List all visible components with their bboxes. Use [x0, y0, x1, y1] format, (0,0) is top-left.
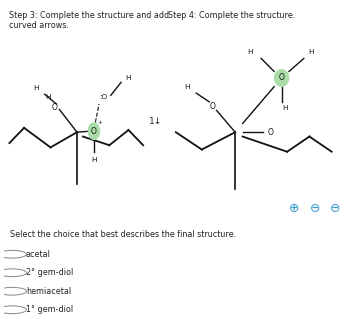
Text: H: H	[91, 157, 97, 163]
Text: acetal: acetal	[26, 250, 51, 259]
Text: Step 4: Complete the structure.: Step 4: Complete the structure.	[168, 11, 296, 20]
Text: H: H	[45, 94, 50, 100]
Text: hemiacetal: hemiacetal	[26, 287, 71, 296]
Text: 1↓: 1↓	[149, 117, 162, 126]
Text: O: O	[267, 128, 273, 137]
Text: ⊖: ⊖	[330, 202, 341, 215]
Text: 2° gem-diol: 2° gem-diol	[26, 268, 73, 277]
Text: Select the choice that best describes the final structure.: Select the choice that best describes th…	[10, 230, 237, 239]
Text: H: H	[126, 75, 131, 81]
Text: O: O	[279, 73, 285, 83]
Text: 1° gem-diol: 1° gem-diol	[26, 305, 73, 314]
Text: Step 3: Complete the structure and add
curved arrows.: Step 3: Complete the structure and add c…	[9, 11, 169, 30]
Text: +: +	[97, 120, 102, 125]
Text: H: H	[247, 49, 253, 55]
Text: O: O	[52, 103, 58, 112]
Text: H: H	[308, 49, 314, 55]
Text: O: O	[210, 102, 216, 111]
Text: ⊖: ⊖	[310, 202, 320, 215]
Text: H: H	[282, 105, 288, 111]
Text: ⊕: ⊕	[289, 202, 300, 215]
Circle shape	[274, 70, 289, 86]
Text: :O: :O	[99, 94, 107, 100]
Text: O: O	[91, 127, 97, 136]
Text: H: H	[33, 85, 38, 91]
Circle shape	[88, 123, 99, 139]
Text: H: H	[184, 84, 190, 90]
